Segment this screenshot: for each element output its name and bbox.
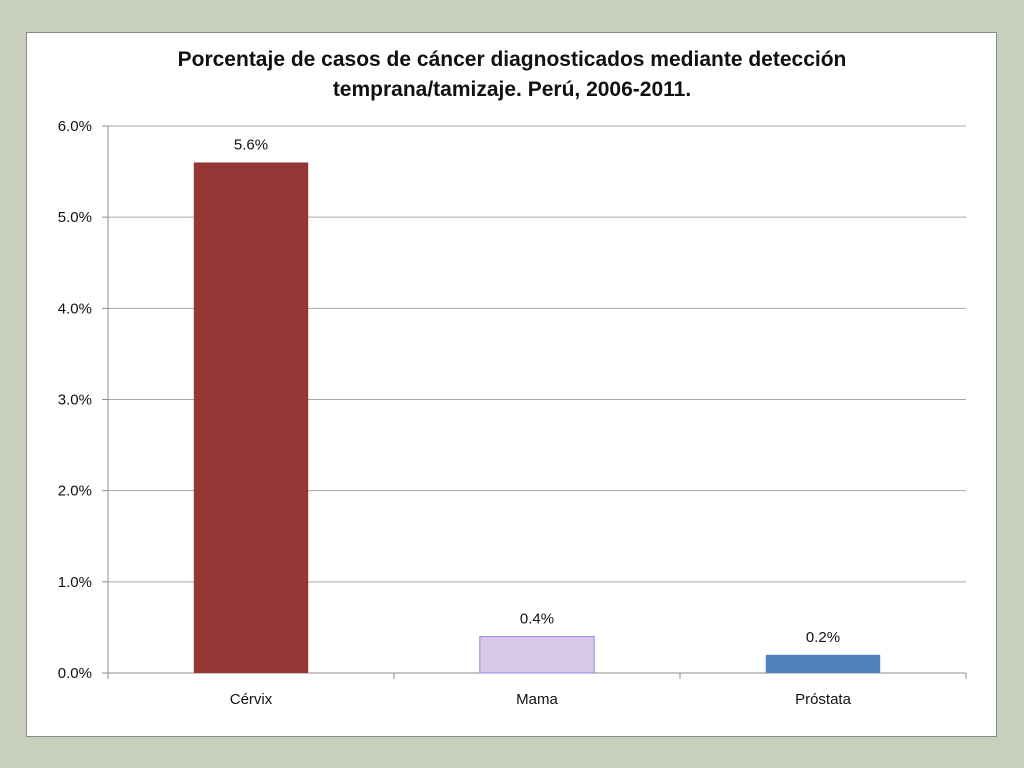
- y-tick-label: 5.0%: [58, 209, 92, 226]
- x-tick-label: Próstata: [795, 691, 852, 708]
- bar-2: [765, 654, 881, 673]
- chart-title-line-1: Porcentaje de casos de cáncer diagnostic…: [177, 48, 847, 71]
- y-tick-label: 3.0%: [58, 392, 92, 409]
- chart-panel: [26, 32, 997, 737]
- data-label: 0.4%: [520, 611, 554, 628]
- y-tick-label: 2.0%: [58, 483, 92, 500]
- y-tick-label: 1.0%: [58, 574, 92, 591]
- y-tick-label: 6.0%: [58, 118, 92, 135]
- bar-0: [193, 162, 309, 673]
- chart-title: Porcentaje de casos de cáncer diagnostic…: [0, 45, 1024, 105]
- data-label: 5.6%: [234, 136, 268, 153]
- data-label: 0.2%: [806, 629, 840, 646]
- y-tick-label: 0.0%: [58, 665, 92, 682]
- chart-title-line-2: temprana/tamizaje. Perú, 2006-2011.: [332, 78, 692, 101]
- y-tick-label: 4.0%: [58, 300, 92, 317]
- x-tick-label: Mama: [516, 691, 558, 708]
- bar-1: [479, 636, 595, 674]
- x-tick-label: Cérvix: [230, 691, 273, 708]
